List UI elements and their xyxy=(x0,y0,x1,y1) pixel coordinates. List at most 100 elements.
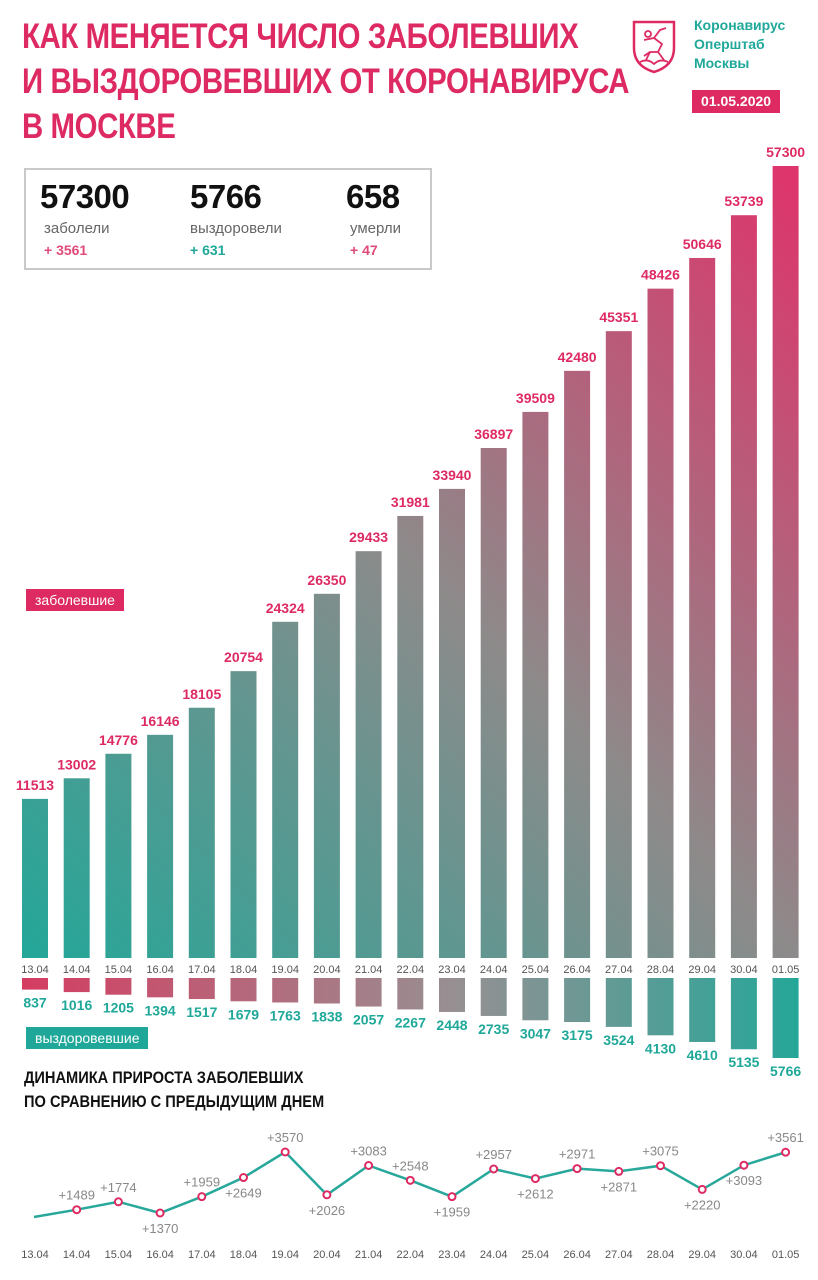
growth-point-26.04 xyxy=(572,1164,582,1174)
growth-point-29.04 xyxy=(697,1184,707,1194)
case-value-label: 24324 xyxy=(266,600,305,616)
line-date-tick-label: 01.05 xyxy=(772,1249,800,1261)
line-date-tick-label: 25.04 xyxy=(522,1249,550,1261)
growth-point-21.04 xyxy=(364,1161,374,1171)
title-line-1: КАК МЕНЯЕТСЯ ЧИСЛО ЗАБОЛЕВШИХ xyxy=(22,17,579,56)
date-tick-label: 23.04 xyxy=(438,964,466,976)
case-value-label: 20754 xyxy=(224,649,263,665)
stat-recovered-value: 5766 xyxy=(190,178,262,215)
case-bar-13.04 xyxy=(22,798,48,958)
line-date-tick-label: 20.04 xyxy=(313,1249,341,1261)
legend-recovered: выздоровевшие xyxy=(26,1027,149,1049)
line-date-tick-label: 27.04 xyxy=(605,1249,633,1261)
summary-box: 57300 заболели + 3561 5766 выздоровели +… xyxy=(24,168,432,270)
growth-point-14.04 xyxy=(72,1205,82,1215)
line-axis-dates: 13.04 14.04 15.04 16.04 17.04 18.04 19.04 20.04… xyxy=(21,1249,799,1261)
date-tick-label: 29.04 xyxy=(688,964,716,976)
subtitle-line-1: ДИНАМИКА ПРИРОСТА ЗАБОЛЕВШИХ xyxy=(24,1068,304,1087)
org-line-3: Москвы xyxy=(694,55,750,71)
line-date-tick-label: 21.04 xyxy=(355,1249,383,1261)
recovered-value-label: 2735 xyxy=(478,1021,509,1037)
date-tick-label: 28.04 xyxy=(647,964,675,976)
recovered-value-label: 837 xyxy=(23,995,47,1011)
recovered-bar-28.04 xyxy=(647,978,674,1036)
recovered-bars xyxy=(22,978,799,1058)
case-bar-14.04 xyxy=(63,778,90,958)
line-date-tick-label: 14.04 xyxy=(63,1249,91,1261)
case-value-label: 11513 xyxy=(16,777,54,793)
recovered-value-label: 2267 xyxy=(395,1014,426,1030)
case-value-label: 29433 xyxy=(349,529,388,545)
growth-point-25.04 xyxy=(530,1174,540,1184)
growth-point-24.04 xyxy=(489,1164,499,1174)
date-tick-label: 13.04 xyxy=(21,964,49,976)
org-line-1: Коронавирус xyxy=(694,17,786,33)
recovered-value-label: 2448 xyxy=(436,1017,467,1033)
date-tick-label: 24.04 xyxy=(480,964,508,976)
recovered-bar-24.04 xyxy=(480,978,507,1016)
growth-value-label: +1489 xyxy=(58,1188,95,1203)
recovered-bar-29.04 xyxy=(689,978,716,1042)
growth-value-label: +2971 xyxy=(559,1147,596,1162)
recovered-labels: 837 1016 1205 1394 1517 1679 1763 1838 2057 2267 2… xyxy=(23,995,801,1079)
case-value-label: 36897 xyxy=(474,426,513,442)
subtitle-line-2: ПО СРАВНЕНИЮ С ПРЕДЫДУЩИМ ДНЕМ xyxy=(24,1092,325,1111)
recovered-bar-13.04 xyxy=(22,978,48,990)
growth-value-label: +1959 xyxy=(434,1205,471,1220)
stat-deaths-delta: + 47 xyxy=(350,242,378,258)
recovered-bar-21.04 xyxy=(355,978,382,1007)
title-line-3: В МОСКВЕ xyxy=(22,107,176,146)
recovered-value-label: 2057 xyxy=(353,1012,384,1028)
recovered-value-label: 1394 xyxy=(145,1002,176,1018)
recovered-value-label: 3047 xyxy=(520,1025,551,1041)
bar-axis-dates: 13.04 14.04 15.04 16.04 17.04 18.04 19.04 20.04… xyxy=(21,964,799,976)
case-bar-15.04 xyxy=(105,753,132,958)
recovered-value-label: 4130 xyxy=(645,1040,676,1056)
growth-line: +1489 +1774 +1370 +1959 +2649 +3570 +2026 +3083… xyxy=(33,1130,804,1236)
line-date-tick-label: 30.04 xyxy=(730,1249,758,1261)
date-tick-label: 19.04 xyxy=(271,964,299,976)
recovered-bar-17.04 xyxy=(188,978,215,1000)
recovered-bar-01.05 xyxy=(772,978,799,1058)
case-value-label: 18105 xyxy=(182,686,221,702)
growth-point-01.05 xyxy=(781,1147,791,1157)
growth-line-lead-segment xyxy=(33,1208,77,1219)
recovered-value-label: 5135 xyxy=(728,1054,759,1070)
growth-value-label: +3083 xyxy=(350,1144,387,1159)
case-value-label: 53739 xyxy=(724,193,763,209)
recovered-bar-18.04 xyxy=(230,978,257,1002)
case-bar-18.04 xyxy=(230,671,257,958)
recovered-value-label: 3524 xyxy=(603,1032,634,1048)
growth-value-label: +2026 xyxy=(309,1203,346,1218)
recovered-value-label: 1517 xyxy=(186,1004,217,1020)
case-bar-24.04 xyxy=(480,448,507,958)
recovered-value-label: 1679 xyxy=(228,1006,259,1022)
stat-recovered-label: выздоровели xyxy=(190,220,282,237)
recovered-bar-19.04 xyxy=(272,978,299,1003)
case-bar-27.04 xyxy=(605,331,632,959)
case-bar-16.04 xyxy=(147,734,174,958)
recovered-bar-23.04 xyxy=(439,978,465,1012)
org-line-2: Оперштаб xyxy=(694,36,765,52)
growth-point-23.04 xyxy=(447,1192,457,1202)
line-date-tick-label: 29.04 xyxy=(688,1249,716,1261)
date-tick-label: 27.04 xyxy=(605,964,633,976)
stat-deaths-label: умерли xyxy=(350,220,401,237)
line-date-tick-label: 13.04 xyxy=(21,1249,49,1261)
recovered-bar-22.04 xyxy=(397,978,424,1010)
stat-cases-label: заболели xyxy=(44,220,110,237)
case-value-label: 50646 xyxy=(683,236,722,252)
growth-point-16.04 xyxy=(155,1208,165,1218)
growth-point-27.04 xyxy=(614,1166,624,1176)
case-bar-28.04 xyxy=(647,288,674,958)
stat-deaths-value: 658 xyxy=(346,178,400,215)
case-value-label: 39509 xyxy=(516,390,555,406)
date-tick-label: 14.04 xyxy=(63,964,91,976)
recovered-bar-27.04 xyxy=(605,978,632,1027)
line-date-tick-label: 24.04 xyxy=(480,1249,508,1261)
recovered-value-label: 1016 xyxy=(61,997,92,1013)
title-line-2: И ВЫЗДОРОВЕВШИХ ОТ КОРОНАВИРУСА xyxy=(22,62,630,101)
line-date-tick-label: 19.04 xyxy=(271,1249,299,1261)
case-bar-23.04 xyxy=(439,488,465,958)
